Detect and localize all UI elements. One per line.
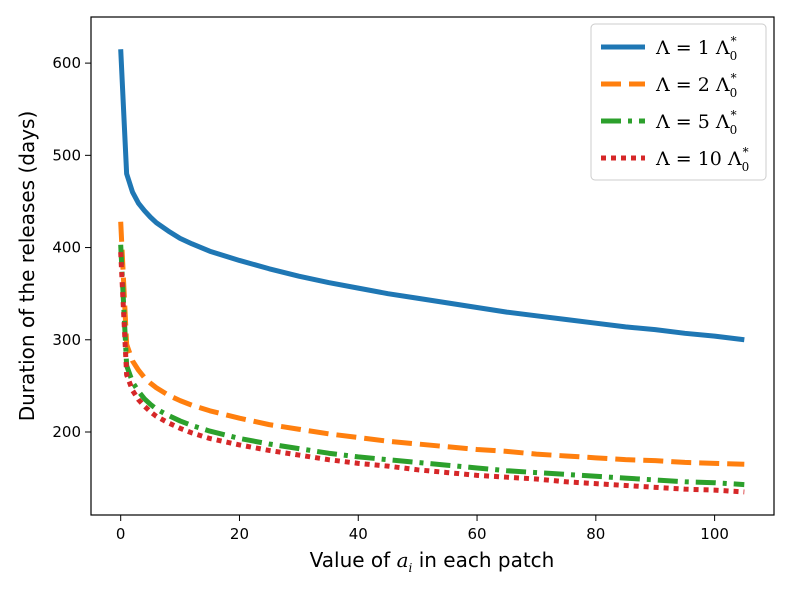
- plot-frame: [90, 16, 775, 516]
- y-axis-ticks: 200 300 400 500 600: [52, 54, 91, 441]
- legend-label-4: Λ = 10 Λ* 0: [655, 145, 749, 174]
- y-tick-label: 600: [52, 54, 81, 72]
- x-tick-label: 20: [230, 525, 249, 543]
- x-tick-label: 60: [467, 525, 486, 543]
- y-tick-label: 400: [52, 239, 81, 257]
- series-lines: [118, 49, 745, 495]
- legend-label-1: Λ = 1 Λ* 0: [655, 34, 737, 63]
- series-line-3: [118, 244, 745, 488]
- series-line-2: [118, 221, 745, 467]
- x-axis-ticks: 0 20 40 60 80 100: [116, 515, 729, 543]
- x-tick-label: 100: [700, 525, 729, 543]
- x-axis-label: Value of ai in each patch: [310, 548, 555, 575]
- legend-label-3: Λ = 5 Λ* 0: [655, 108, 737, 137]
- legend-box: [590, 23, 767, 181]
- x-tick-label: 0: [116, 525, 126, 543]
- legend: Λ = 1 Λ* 0 Λ = 2 Λ* 0 Λ = 5 Λ* 0 Λ = 10 Λ* 0: [590, 23, 767, 181]
- x-tick-label: 80: [586, 525, 605, 543]
- y-tick-label: 300: [52, 331, 81, 349]
- y-tick-label: 200: [52, 423, 81, 441]
- y-tick-label: 500: [52, 146, 81, 164]
- legend-label-2: Λ = 2 Λ* 0: [655, 71, 737, 100]
- x-tick-label: 40: [349, 525, 368, 543]
- y-axis-label: Duration of the releases (days): [15, 111, 39, 422]
- series-line-1: [118, 49, 745, 343]
- series-line-4: [118, 252, 745, 495]
